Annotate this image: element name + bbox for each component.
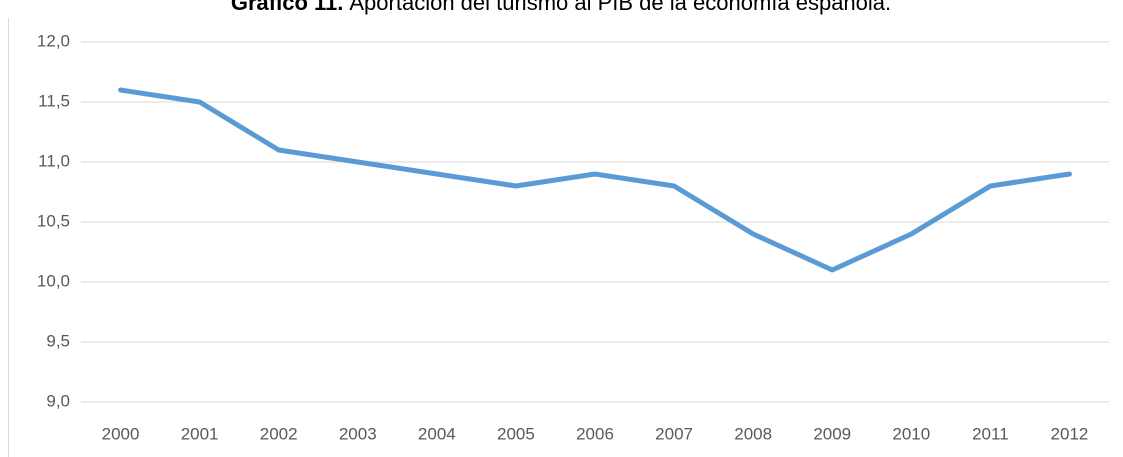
x-tick-label: 2007 — [655, 424, 693, 443]
x-tick-label: 2000 — [102, 424, 140, 443]
title-number: Gráfico 11. — [231, 0, 344, 15]
x-tick-label: 2004 — [418, 424, 456, 443]
chart-title: Gráfico 11. Aportación del turismo al PIB… — [231, 0, 891, 15]
title-text: Aportación del turismo al PIB de la econ… — [349, 0, 891, 15]
x-tick-label: 2001 — [181, 424, 219, 443]
x-tick-label: 2002 — [260, 424, 298, 443]
data-line — [118, 87, 1072, 273]
y-tick-label: 11,0 — [38, 151, 70, 170]
x-tick-label: 2005 — [497, 424, 535, 443]
x-tick-label: 2011 — [972, 424, 1009, 443]
y-tick-label: 9,0 — [46, 391, 70, 410]
x-tick-label: 2008 — [734, 424, 772, 443]
x-tick-label: 2012 — [1051, 424, 1089, 443]
y-tick-label: 10,5 — [37, 211, 70, 230]
x-tick-label: 2006 — [576, 424, 614, 443]
y-tick-label: 9,5 — [46, 331, 70, 350]
x-tick-label: 2003 — [339, 424, 377, 443]
x-tick-label: 2010 — [892, 424, 930, 443]
x-tick-label: 2009 — [813, 424, 851, 443]
y-tick-label: 12,0 — [37, 31, 70, 50]
y-tick-label: 10,0 — [37, 271, 70, 290]
y-tick-label: 11,5 — [38, 91, 70, 110]
